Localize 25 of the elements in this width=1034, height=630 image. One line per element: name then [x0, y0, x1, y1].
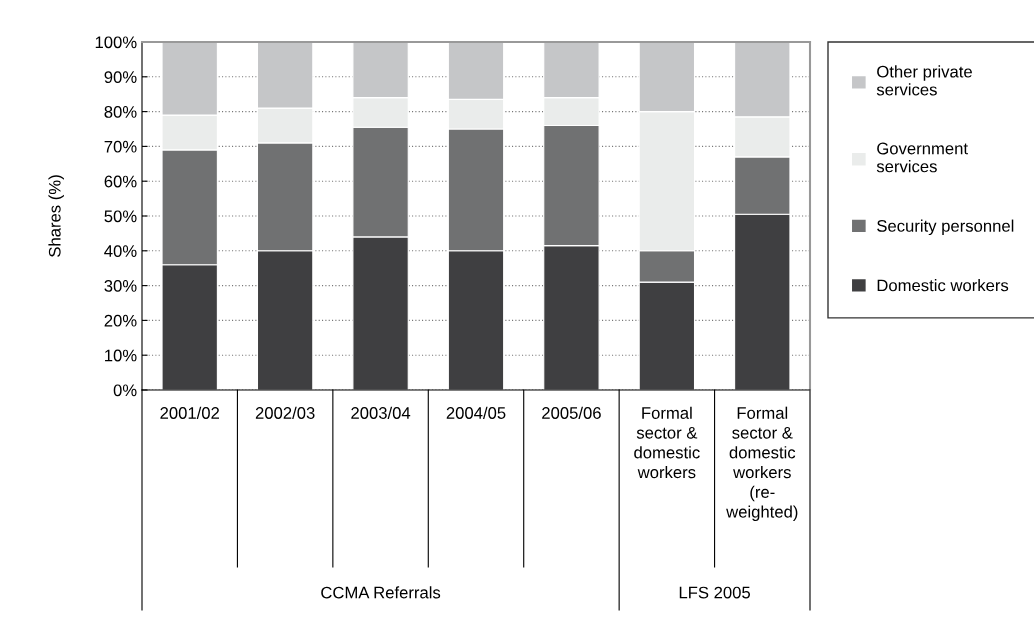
- legend-label: Security personnel: [877, 219, 1014, 236]
- y-tick-label: 90%: [104, 71, 137, 83]
- legend-label: Other private services: [876, 65, 972, 96]
- y-tick-label: 40%: [104, 245, 137, 257]
- x-tick-label: Formal sector & domestic workers (re- weighted): [726, 406, 798, 522]
- legend-label: Domestic workers: [877, 279, 1009, 292]
- y-tick-label: 20%: [104, 314, 137, 327]
- y-tick-label: 70%: [104, 140, 137, 153]
- y-tick-label: 30%: [104, 280, 137, 292]
- text: CCMA Referrals: [321, 586, 441, 599]
- x-tick-label: 2003/04: [351, 406, 411, 419]
- x-tick-label: 2002/03: [255, 406, 315, 419]
- y-tick-label: 100%: [95, 36, 137, 49]
- x-tick-label: Formal sector & domestic workers: [634, 406, 700, 479]
- y-tick-label: 50%: [104, 210, 137, 223]
- y-axis-title: Shares (%): [48, 175, 64, 257]
- legend-label: Government services: [876, 142, 968, 173]
- x-tick-label: 2005/06: [542, 406, 601, 419]
- y-tick-label: 80%: [104, 106, 137, 118]
- x-tick-label: 2001/02: [160, 406, 219, 419]
- text: LFS 2005: [679, 586, 751, 599]
- x-tick-label: 2004/05: [446, 406, 506, 419]
- y-tick-label: 10%: [105, 349, 137, 362]
- y-tick-label: 0%: [113, 384, 137, 397]
- y-tick-label: 60%: [104, 175, 137, 188]
